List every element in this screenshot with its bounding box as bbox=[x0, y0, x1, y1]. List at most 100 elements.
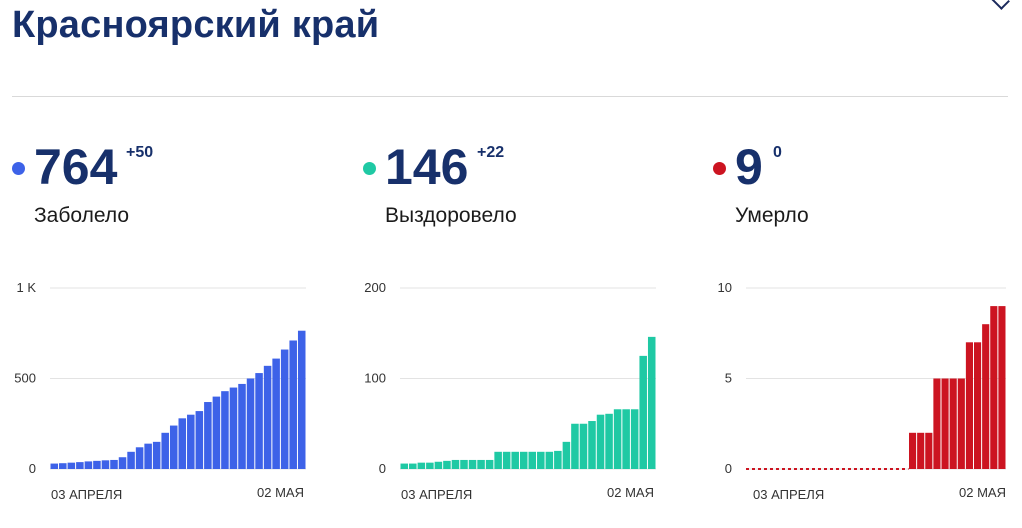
infected-label: Заболело bbox=[34, 204, 130, 227]
bar bbox=[571, 423, 579, 469]
y-tick-label: 0 bbox=[379, 461, 386, 476]
recovered-dot-icon bbox=[363, 162, 376, 175]
bar bbox=[67, 462, 76, 469]
x-tick-label: 03 АПРЕЛЯ bbox=[753, 487, 824, 502]
bar bbox=[246, 378, 255, 469]
x-tick-label: 02 МАЯ bbox=[257, 485, 304, 500]
bar bbox=[50, 463, 59, 469]
bar bbox=[949, 378, 957, 469]
bar bbox=[622, 409, 630, 469]
recovered-value: 146 bbox=[385, 139, 469, 195]
bar bbox=[639, 355, 647, 469]
bar bbox=[998, 306, 1006, 469]
bar bbox=[596, 414, 605, 469]
x-tick-label: 02 МАЯ bbox=[959, 485, 1006, 500]
recovered-delta: +22 bbox=[477, 144, 505, 161]
page-title: Красноярский край bbox=[12, 4, 380, 46]
bar bbox=[630, 409, 639, 469]
bar bbox=[537, 451, 545, 469]
bar bbox=[579, 423, 588, 469]
bar bbox=[221, 391, 229, 469]
recovered-label: Выздоровело bbox=[385, 204, 517, 227]
bar bbox=[280, 349, 289, 469]
y-tick-label: 100 bbox=[364, 371, 386, 386]
divider bbox=[12, 96, 1008, 97]
bar bbox=[289, 340, 297, 469]
bar bbox=[545, 451, 554, 469]
chevron-down-icon[interactable] bbox=[990, 0, 1010, 10]
stat-infected: 764 +50 Заболело bbox=[12, 134, 332, 234]
died-value: 9 bbox=[735, 139, 763, 195]
bar bbox=[212, 396, 221, 469]
bar bbox=[909, 432, 917, 469]
x-tick-label: 02 МАЯ bbox=[607, 485, 654, 500]
died-label: Умерло bbox=[735, 204, 809, 227]
stat-died: 9 0 Умерло bbox=[713, 134, 1022, 234]
bar bbox=[477, 459, 485, 469]
bar bbox=[933, 378, 941, 469]
chart-died: 0 5 10 03 АПРЕЛЯ 02 МАЯ bbox=[718, 280, 1006, 502]
bar bbox=[195, 411, 204, 469]
y-tick-label: 1 K bbox=[16, 280, 36, 295]
bar bbox=[468, 459, 477, 469]
bar bbox=[519, 451, 528, 469]
bar bbox=[144, 443, 152, 469]
died-delta: 0 bbox=[773, 144, 782, 161]
chart-infected: 0 500 1 K 03 АПРЕЛЯ 02 МАЯ bbox=[14, 280, 306, 502]
bar bbox=[255, 373, 263, 469]
bar bbox=[101, 460, 110, 469]
bar bbox=[982, 324, 990, 469]
bar bbox=[605, 413, 613, 469]
bar bbox=[76, 462, 84, 469]
bar bbox=[494, 451, 502, 469]
bar bbox=[965, 342, 973, 469]
bar bbox=[118, 457, 127, 469]
bar bbox=[990, 306, 998, 469]
y-tick-label: 0 bbox=[725, 461, 732, 476]
bar bbox=[187, 414, 195, 469]
bar bbox=[451, 459, 460, 469]
bar bbox=[588, 421, 596, 469]
bar bbox=[613, 409, 622, 469]
bar bbox=[178, 418, 187, 469]
bar bbox=[297, 330, 306, 469]
bar bbox=[957, 378, 965, 469]
bar bbox=[502, 451, 511, 469]
bar bbox=[204, 402, 212, 469]
y-tick-label: 5 bbox=[725, 371, 732, 386]
bar bbox=[272, 358, 280, 469]
bar bbox=[554, 450, 562, 469]
bar bbox=[925, 432, 933, 469]
bar bbox=[917, 432, 925, 469]
bar bbox=[263, 365, 272, 469]
bar bbox=[562, 441, 571, 469]
bar bbox=[400, 463, 409, 469]
bar bbox=[238, 383, 246, 469]
bar bbox=[169, 425, 178, 469]
bar bbox=[135, 447, 144, 469]
bar bbox=[528, 451, 537, 469]
y-tick-label: 200 bbox=[364, 280, 386, 295]
bar bbox=[229, 387, 238, 469]
y-tick-label: 500 bbox=[14, 371, 36, 386]
x-tick-label: 03 АПРЕЛЯ bbox=[51, 487, 122, 502]
bar bbox=[647, 336, 656, 469]
bar bbox=[443, 460, 451, 469]
infected-value: 764 bbox=[34, 139, 118, 195]
chart-recovered: 0 100 200 03 АПРЕЛЯ 02 МАЯ bbox=[364, 280, 656, 502]
y-tick-label: 0 bbox=[29, 461, 36, 476]
bar bbox=[941, 378, 949, 469]
bar bbox=[152, 441, 161, 469]
bar bbox=[110, 459, 118, 469]
bar bbox=[161, 432, 169, 469]
bar bbox=[485, 459, 494, 469]
bar bbox=[460, 459, 468, 469]
stat-recovered: 146 +22 Выздоровело bbox=[363, 134, 683, 234]
x-tick-label: 03 АПРЕЛЯ bbox=[401, 487, 472, 502]
bar bbox=[59, 463, 67, 469]
bar bbox=[417, 462, 426, 469]
died-dot-icon bbox=[713, 162, 726, 175]
bar bbox=[511, 451, 519, 469]
infected-delta: +50 bbox=[126, 144, 154, 161]
bar bbox=[426, 462, 434, 469]
